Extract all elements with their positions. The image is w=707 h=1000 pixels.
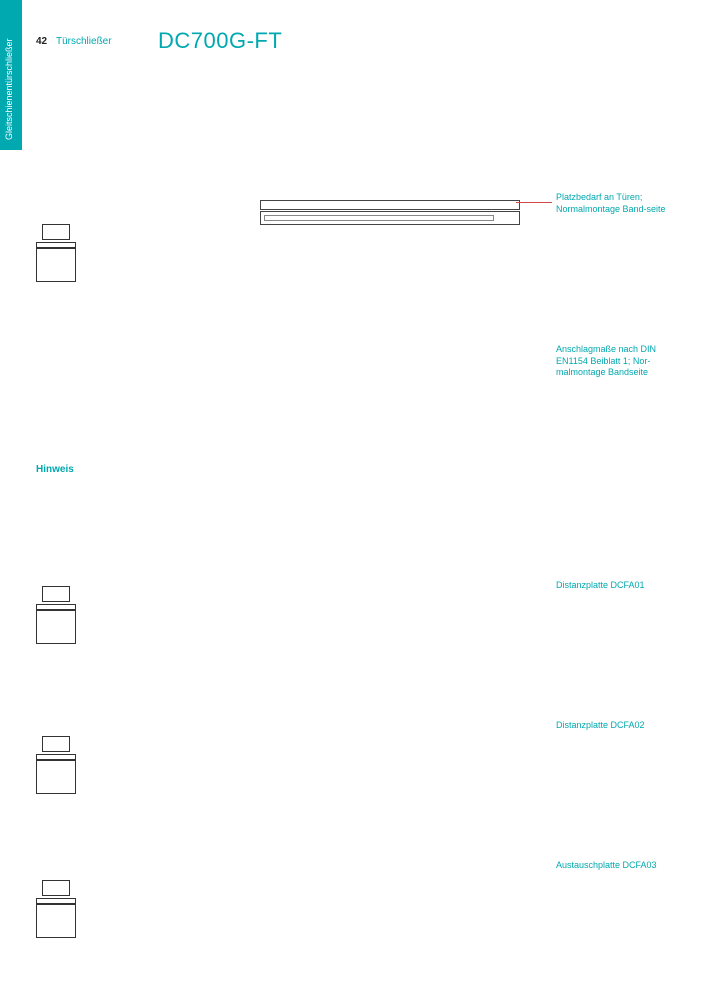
schematic-1 xyxy=(36,224,76,282)
schematic-block xyxy=(36,760,76,794)
caption-dcfa03: Austauschplatte DCFA03 xyxy=(556,860,686,872)
page-number: 42 xyxy=(36,36,47,47)
section-label: Türschließer xyxy=(56,36,112,47)
schematic-block xyxy=(42,224,70,240)
schematic-block xyxy=(36,904,76,938)
schematic-3 xyxy=(36,736,76,794)
drawing-rail-slot xyxy=(264,215,494,221)
schematic-block xyxy=(42,586,70,602)
schematic-block xyxy=(42,736,70,752)
hinweis-label: Hinweis xyxy=(36,464,74,475)
caption-platzbedarf: Platzbedarf an Türen; Normalmontage Band… xyxy=(556,192,686,215)
side-tab-label: Gleitschienentürschließer xyxy=(4,38,14,140)
caption-dcfa01: Distanzplatte DCFA01 xyxy=(556,580,686,592)
schematic-block xyxy=(36,610,76,644)
pointer-line-1 xyxy=(516,202,552,203)
schematic-block xyxy=(42,880,70,896)
schematic-block xyxy=(36,248,76,282)
drawing-rail-top xyxy=(260,200,520,210)
caption-anschlagmasse: Anschlagmaße nach DIN EN1154 Beiblatt 1;… xyxy=(556,344,686,379)
caption-dcfa02: Distanzplatte DCFA02 xyxy=(556,720,686,732)
schematic-4 xyxy=(36,880,76,938)
page-title: DC700G-FT xyxy=(158,28,282,54)
schematic-2 xyxy=(36,586,76,644)
